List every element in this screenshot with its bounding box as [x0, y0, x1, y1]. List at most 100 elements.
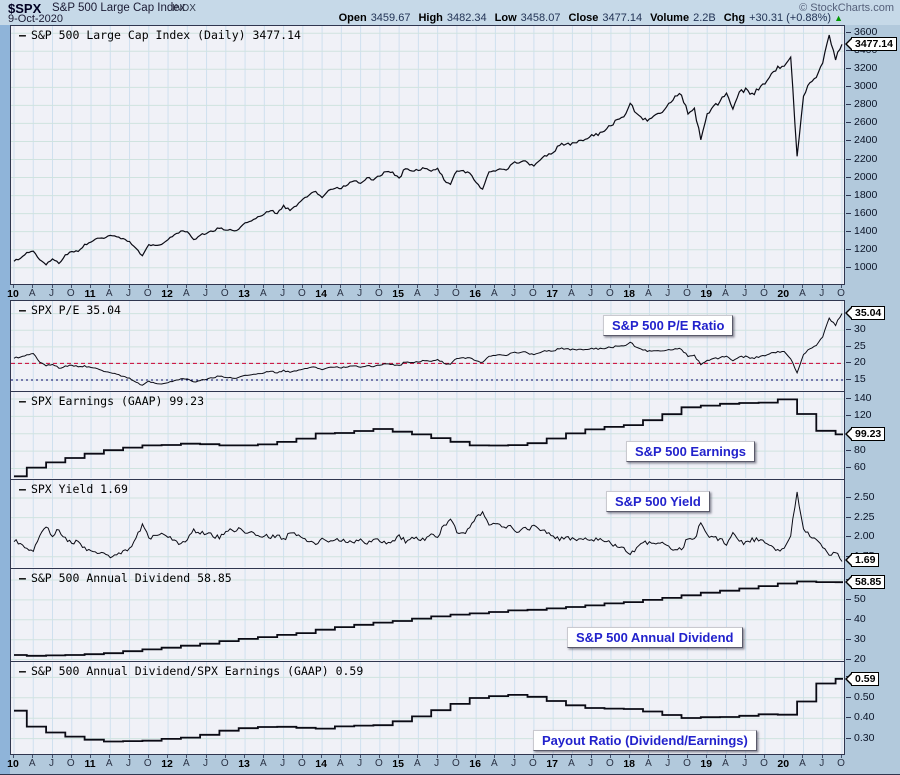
x-axis-tickmark	[475, 285, 477, 288]
yield-series-line	[13, 491, 843, 562]
price-legend-swatch: —	[19, 28, 26, 42]
x-axis-tickmark	[417, 755, 419, 758]
x-axis-label: J	[742, 288, 748, 299]
yield-legend: — SPX Yield 1.69	[19, 482, 128, 496]
pe-legend: — SPX P/E 35.04	[19, 303, 121, 317]
x-axis-tickmark	[725, 285, 727, 288]
x-axis-label: J	[665, 288, 671, 299]
price-y-axis-tick: 3000	[845, 80, 899, 93]
yield-tag-arrow-inner	[847, 555, 852, 565]
dividend-y-axis-tick: 50	[845, 593, 899, 606]
x-axis-label: A	[28, 288, 36, 299]
x-axis-tickmark	[783, 755, 785, 758]
x-axis-tickmark	[186, 285, 188, 288]
x-axis-tickmark	[167, 285, 169, 288]
x-axis-tickmark	[205, 755, 207, 758]
x-axis-label: 13	[238, 288, 250, 300]
index-name: S&P 500 Large Cap Index	[52, 2, 186, 14]
earnings-y-axis-tick: 60	[845, 461, 899, 474]
x-axis-tickmark	[667, 285, 669, 288]
x-axis-label: A	[645, 758, 652, 769]
x-axis-label: J	[819, 288, 825, 299]
x-axis-label: O	[606, 758, 614, 769]
x-axis-label: O	[374, 288, 383, 299]
price-y-axis-tick: 2200	[845, 153, 899, 166]
x-axis-label: J	[203, 758, 209, 769]
earnings-legend-text: SPX Earnings (GAAP) 99.23	[30, 394, 205, 408]
dividend-series-line	[14, 580, 843, 657]
x-axis-label: 17	[546, 758, 558, 770]
price-y-axis-tick: 1200	[845, 243, 899, 256]
quote-field-value: +30.31 (+0.88%)	[749, 12, 832, 24]
x-axis-tickmark	[321, 285, 323, 288]
earnings-y-axis-tick: 140	[845, 392, 899, 405]
x-axis-label: O	[683, 758, 691, 769]
price-panel: — S&P 500 Large Cap Index (Daily) 3477.14	[10, 25, 845, 285]
x-axis-tickmark	[609, 285, 611, 288]
x-axis-tickmark	[494, 285, 496, 288]
x-axis-label: 13	[238, 758, 250, 770]
x-axis-label: 14	[315, 288, 327, 300]
x-axis-label: J	[357, 758, 363, 769]
x-axis-label: J	[511, 758, 517, 769]
x-axis-label: A	[105, 758, 113, 769]
price-y-axis-tick: 2000	[845, 171, 899, 184]
yield-y-axis-tick: 2.00	[845, 530, 899, 543]
x-axis-label: A	[28, 758, 36, 769]
x-axis-label: O	[297, 288, 306, 299]
price-y-axis-tick: 3600	[845, 26, 899, 39]
exchange-label: INDX	[172, 3, 196, 14]
x-axis-tickmark	[51, 755, 53, 758]
x-axis-tickmark	[301, 755, 303, 758]
yield-legend-swatch: —	[19, 482, 26, 496]
x-axis-top: 10 A J O 11 A J O 12 A J O 13 A J O 14 A J O 15 A J O 16 A J O 17 A J O…	[0, 285, 900, 300]
x-axis-label: O	[451, 288, 460, 299]
x-axis-tickmark	[224, 755, 226, 758]
x-axis-tickmark	[552, 755, 554, 758]
x-axis-label: 14	[315, 758, 327, 770]
x-axis-label: O	[66, 288, 75, 299]
x-axis-tickmark	[359, 755, 361, 758]
copyright-text: © StockCharts.com	[799, 2, 894, 14]
x-axis-label: 15	[392, 288, 404, 300]
x-axis-label: J	[280, 288, 286, 299]
pe-series-line	[13, 313, 843, 386]
x-axis-label: O	[451, 758, 460, 769]
x-axis-label: 15	[392, 758, 404, 770]
yield-chart-svg	[11, 480, 844, 567]
quote-field-label: High	[418, 12, 443, 24]
x-axis-label: O	[760, 288, 768, 299]
x-axis-tickmark	[744, 285, 746, 288]
x-axis-tickmark	[821, 755, 823, 758]
x-axis-tickmark	[378, 285, 380, 288]
x-axis-tickmark	[70, 755, 72, 758]
x-axis-tickmark	[513, 285, 515, 288]
x-axis-label: A	[337, 288, 344, 299]
x-axis-label: J	[588, 758, 594, 769]
earnings-legend-swatch: —	[19, 394, 26, 408]
x-axis-tickmark	[436, 755, 438, 758]
dividend-y-axis-tick: 30	[845, 633, 899, 646]
x-axis-label: 16	[469, 758, 481, 770]
yield-legend-text: SPX Yield 1.69	[30, 482, 128, 496]
dividend-y-axis-tick: 40	[845, 613, 899, 626]
payout-legend: — S&P 500 Annual Dividend/SPX Earnings (G…	[19, 664, 363, 678]
x-axis-label: O	[760, 758, 768, 769]
earnings-tag-arrow-inner	[847, 429, 852, 440]
x-axis-tickmark	[109, 285, 111, 288]
price-series-line	[13, 34, 843, 266]
x-axis-label: A	[722, 288, 729, 299]
x-axis-label: A	[491, 288, 498, 299]
price-y-axis-tick: 3200	[845, 62, 899, 75]
dividend-annotation-box: S&P 500 Annual Dividend	[567, 627, 743, 648]
x-axis-label: O	[374, 758, 383, 769]
payout-series-line	[14, 677, 843, 743]
chart-header: $SPX S&P 500 Large Cap Index INDX © Stoc…	[0, 0, 900, 25]
x-axis-label: J	[588, 288, 594, 299]
x-axis-tickmark	[802, 755, 804, 758]
x-axis-tickmark	[686, 285, 688, 288]
x-axis-tickmark	[128, 285, 130, 288]
payout-legend-text: S&P 500 Annual Dividend/SPX Earnings (GA…	[30, 664, 364, 678]
x-axis-label: A	[799, 758, 806, 769]
